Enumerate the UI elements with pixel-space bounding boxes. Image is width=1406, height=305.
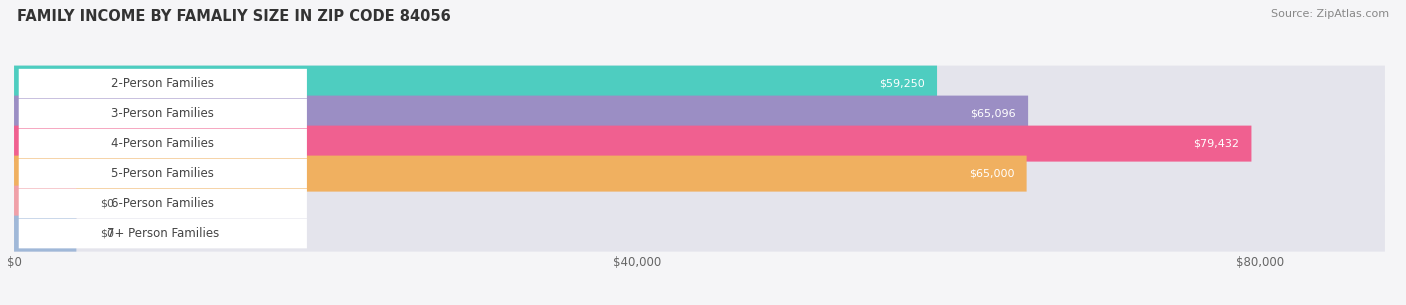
Text: Source: ZipAtlas.com: Source: ZipAtlas.com [1271, 9, 1389, 19]
FancyBboxPatch shape [14, 66, 1385, 102]
Text: 3-Person Families: 3-Person Families [111, 107, 214, 120]
Text: 5-Person Families: 5-Person Families [111, 167, 214, 180]
FancyBboxPatch shape [14, 126, 1385, 162]
FancyBboxPatch shape [18, 99, 307, 128]
FancyBboxPatch shape [18, 69, 307, 98]
FancyBboxPatch shape [14, 126, 1251, 162]
FancyBboxPatch shape [18, 129, 307, 158]
FancyBboxPatch shape [14, 66, 936, 102]
FancyBboxPatch shape [14, 216, 76, 252]
FancyBboxPatch shape [14, 156, 1026, 192]
Text: 6-Person Families: 6-Person Families [111, 197, 214, 210]
Text: $65,096: $65,096 [970, 109, 1015, 119]
FancyBboxPatch shape [14, 95, 1028, 131]
Text: 2-Person Families: 2-Person Families [111, 77, 214, 90]
FancyBboxPatch shape [18, 189, 307, 218]
Text: 4-Person Families: 4-Person Families [111, 137, 214, 150]
FancyBboxPatch shape [18, 219, 307, 248]
Text: FAMILY INCOME BY FAMALIY SIZE IN ZIP CODE 84056: FAMILY INCOME BY FAMALIY SIZE IN ZIP COD… [17, 9, 450, 24]
FancyBboxPatch shape [14, 156, 1385, 192]
FancyBboxPatch shape [14, 216, 1385, 252]
FancyBboxPatch shape [14, 186, 1385, 222]
Text: $65,000: $65,000 [969, 169, 1014, 179]
Text: $79,432: $79,432 [1192, 138, 1239, 149]
FancyBboxPatch shape [14, 95, 1385, 131]
FancyBboxPatch shape [18, 159, 307, 188]
FancyBboxPatch shape [14, 186, 76, 222]
Text: 7+ Person Families: 7+ Person Families [107, 227, 219, 240]
Text: $59,250: $59,250 [879, 79, 925, 88]
Text: $0: $0 [100, 229, 114, 239]
Text: $0: $0 [100, 199, 114, 209]
